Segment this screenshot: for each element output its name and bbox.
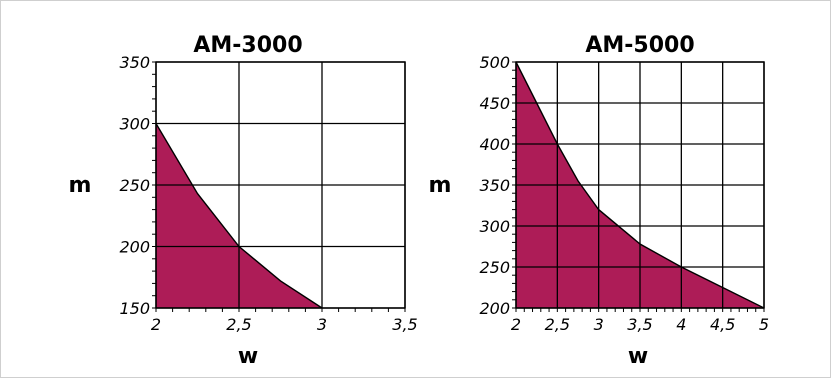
boundary-line — [515, 61, 765, 309]
x-tick-label: 2,5 — [545, 315, 570, 334]
y-tick-label: 200 — [479, 299, 510, 318]
y-tick-label: 500 — [479, 53, 510, 72]
x-tick-label: 3 — [594, 315, 604, 334]
plot-frame — [155, 61, 406, 309]
y-tick-label: 400 — [479, 135, 510, 154]
x-axis-label: w — [238, 344, 258, 369]
chart-am5000: AM-5000 2 2,5 3 3,5 4 4,5 5 200 250 300 350 400 450… — [429, 33, 770, 369]
x-tick-label: 3 — [317, 315, 327, 334]
filled-area — [156, 123, 322, 308]
x-tick-label: 2 — [511, 315, 521, 334]
x-tick-label: 5 — [759, 315, 769, 334]
x-tick-label: 4,5 — [710, 315, 735, 334]
plot-frame — [515, 61, 765, 309]
y-tick-label: 300 — [119, 115, 150, 134]
y-tick-label: 250 — [479, 258, 510, 277]
boundary-line — [155, 123, 323, 309]
x-tick-label: 2,5 — [226, 315, 251, 334]
y-tick-label: 150 — [119, 299, 150, 318]
y-tick-label: 200 — [119, 238, 150, 257]
x-tick-label: 3,5 — [627, 315, 652, 334]
y-tick-labels: 150 200 250 300 350 — [119, 53, 150, 318]
x-tick-labels: 2 2,5 3 3,5 — [151, 315, 418, 334]
x-tick-label: 3,5 — [392, 315, 417, 334]
chart-title: AM-3000 — [193, 33, 302, 58]
y-tick-label: 350 — [479, 176, 510, 195]
filled-area — [516, 62, 764, 308]
y-axis-label: m — [429, 173, 452, 198]
x-tick-labels: 2 2,5 3 3,5 4 4,5 5 — [511, 315, 769, 334]
y-tick-label: 350 — [119, 53, 150, 72]
x-tick-label: 2 — [151, 315, 161, 334]
y-tick-label: 450 — [479, 94, 510, 113]
chart-title: AM-5000 — [585, 33, 694, 58]
y-tick-labels: 200 250 300 350 400 450 500 — [479, 53, 510, 318]
x-axis-label: w — [628, 344, 648, 369]
chart-am3000: AM-3000 2 2,5 3 3,5 150 200 250 300 350 w m — [69, 33, 418, 369]
y-tick-label: 300 — [479, 217, 510, 236]
y-axis-label: m — [69, 173, 92, 198]
x-tick-label: 4 — [676, 315, 686, 334]
y-tick-label: 250 — [119, 176, 150, 195]
